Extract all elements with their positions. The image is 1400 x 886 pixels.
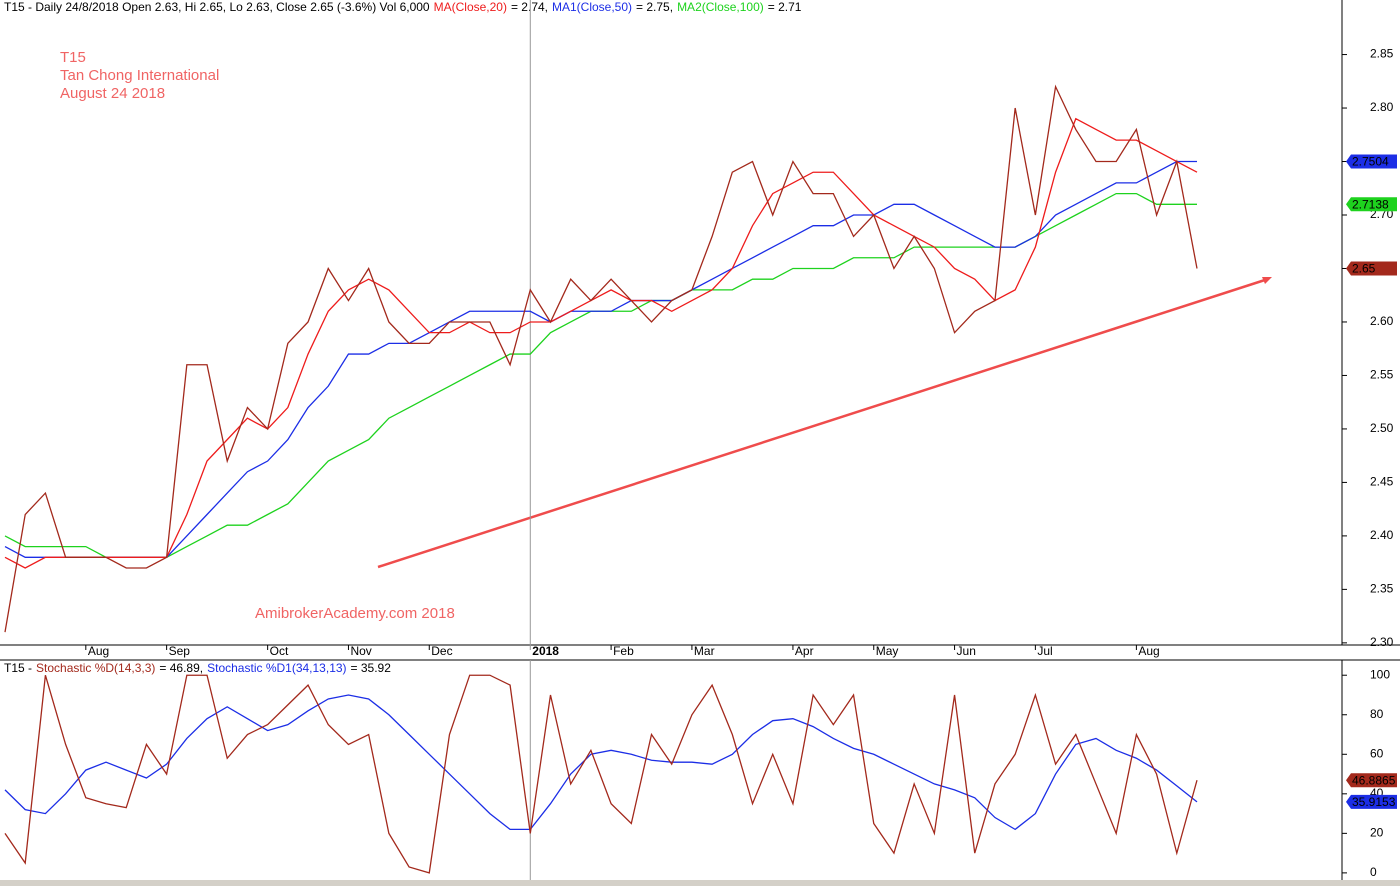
sheet-tabs: [0, 880, 1400, 886]
legend-value: = 2.75,: [636, 0, 673, 14]
x-tick-label: Sep: [169, 644, 191, 658]
end-label: 46.8865: [1352, 773, 1396, 787]
x-tick-label: Feb: [613, 644, 634, 658]
header-text: T15 -: [4, 661, 32, 675]
series-line: [4, 160, 1197, 558]
x-tick-label: 2018: [532, 644, 559, 658]
panel-header: T15 - Stochastic %D(14,3,3) = 46.89, Stocha…: [4, 661, 391, 675]
y-tick-label: 2.60: [1370, 314, 1394, 328]
x-tick-label: Nov: [350, 644, 371, 658]
annotation: AmibrokerAcademy.com 2018: [255, 605, 455, 622]
series-line: [4, 84, 1198, 633]
y-tick-label: 60: [1370, 746, 1384, 760]
y-tick-label: 2.40: [1370, 528, 1394, 542]
end-label: 2.7138: [1352, 197, 1389, 211]
annotation: August 24 2018: [60, 85, 165, 102]
x-tick-label: Jun: [957, 644, 976, 658]
header-text: T15 - Daily 24/8/2018 Open 2.63, Hi 2.65…: [4, 0, 430, 14]
x-tick-label: Oct: [270, 644, 289, 658]
end-label-box: [1346, 261, 1397, 276]
x-tick-label: Mar: [694, 644, 715, 658]
legend-name: MA2(Close,100): [677, 0, 764, 14]
legend-value: = 2.71: [768, 0, 802, 14]
end-label-box: [1346, 794, 1397, 809]
y-tick-label: 2.55: [1370, 368, 1394, 382]
y-tick-label: 0: [1370, 865, 1377, 879]
x-tick-label: Dec: [431, 644, 452, 658]
x-tick-label: Jul: [1037, 644, 1052, 658]
legend-value: = 35.92: [351, 661, 392, 675]
legend-name: Stochastic %D1(34,13,13): [207, 661, 346, 675]
trend-arrow: [1262, 277, 1272, 284]
x-tick-label: Aug: [88, 644, 109, 658]
end-label-box: [1346, 773, 1397, 788]
y-tick-label: 80: [1370, 707, 1384, 721]
legend-value: = 2.74,: [511, 0, 548, 14]
x-tick-label: May: [876, 644, 899, 658]
y-tick-label: 2.85: [1370, 47, 1394, 61]
series-line: [4, 694, 1198, 831]
trend-line: [377, 277, 1269, 569]
end-label-box: [1346, 154, 1397, 169]
end-label: 2.7504: [1352, 155, 1389, 169]
end-label: 35.9153: [1352, 795, 1396, 809]
legend-name: MA(Close,20): [434, 0, 507, 14]
y-tick-label: 2.30: [1370, 635, 1394, 649]
end-label-box: [1346, 197, 1397, 212]
series-line: [4, 674, 1198, 874]
legend-name: Stochastic %D(14,3,3): [36, 661, 155, 675]
legend-value: = 46.89,: [159, 661, 203, 675]
annotation: T15: [60, 49, 86, 66]
end-label: 2.65: [1352, 262, 1376, 276]
legend-name: MA1(Close,50): [552, 0, 632, 14]
panel-header: T15 - Daily 24/8/2018 Open 2.63, Hi 2.65…: [4, 0, 802, 14]
x-tick-label: Aug: [1138, 644, 1159, 658]
y-tick-label: 2.45: [1370, 475, 1394, 489]
annotation: Tan Chong International: [60, 67, 219, 84]
series-line: [4, 117, 1198, 569]
y-tick-label: 20: [1370, 826, 1384, 840]
y-tick-label: 2.80: [1370, 100, 1394, 114]
y-tick-label: 2.35: [1370, 582, 1394, 596]
x-tick-label: Apr: [795, 644, 814, 658]
y-tick-label: 100: [1370, 667, 1390, 681]
y-tick-label: 2.50: [1370, 421, 1394, 435]
